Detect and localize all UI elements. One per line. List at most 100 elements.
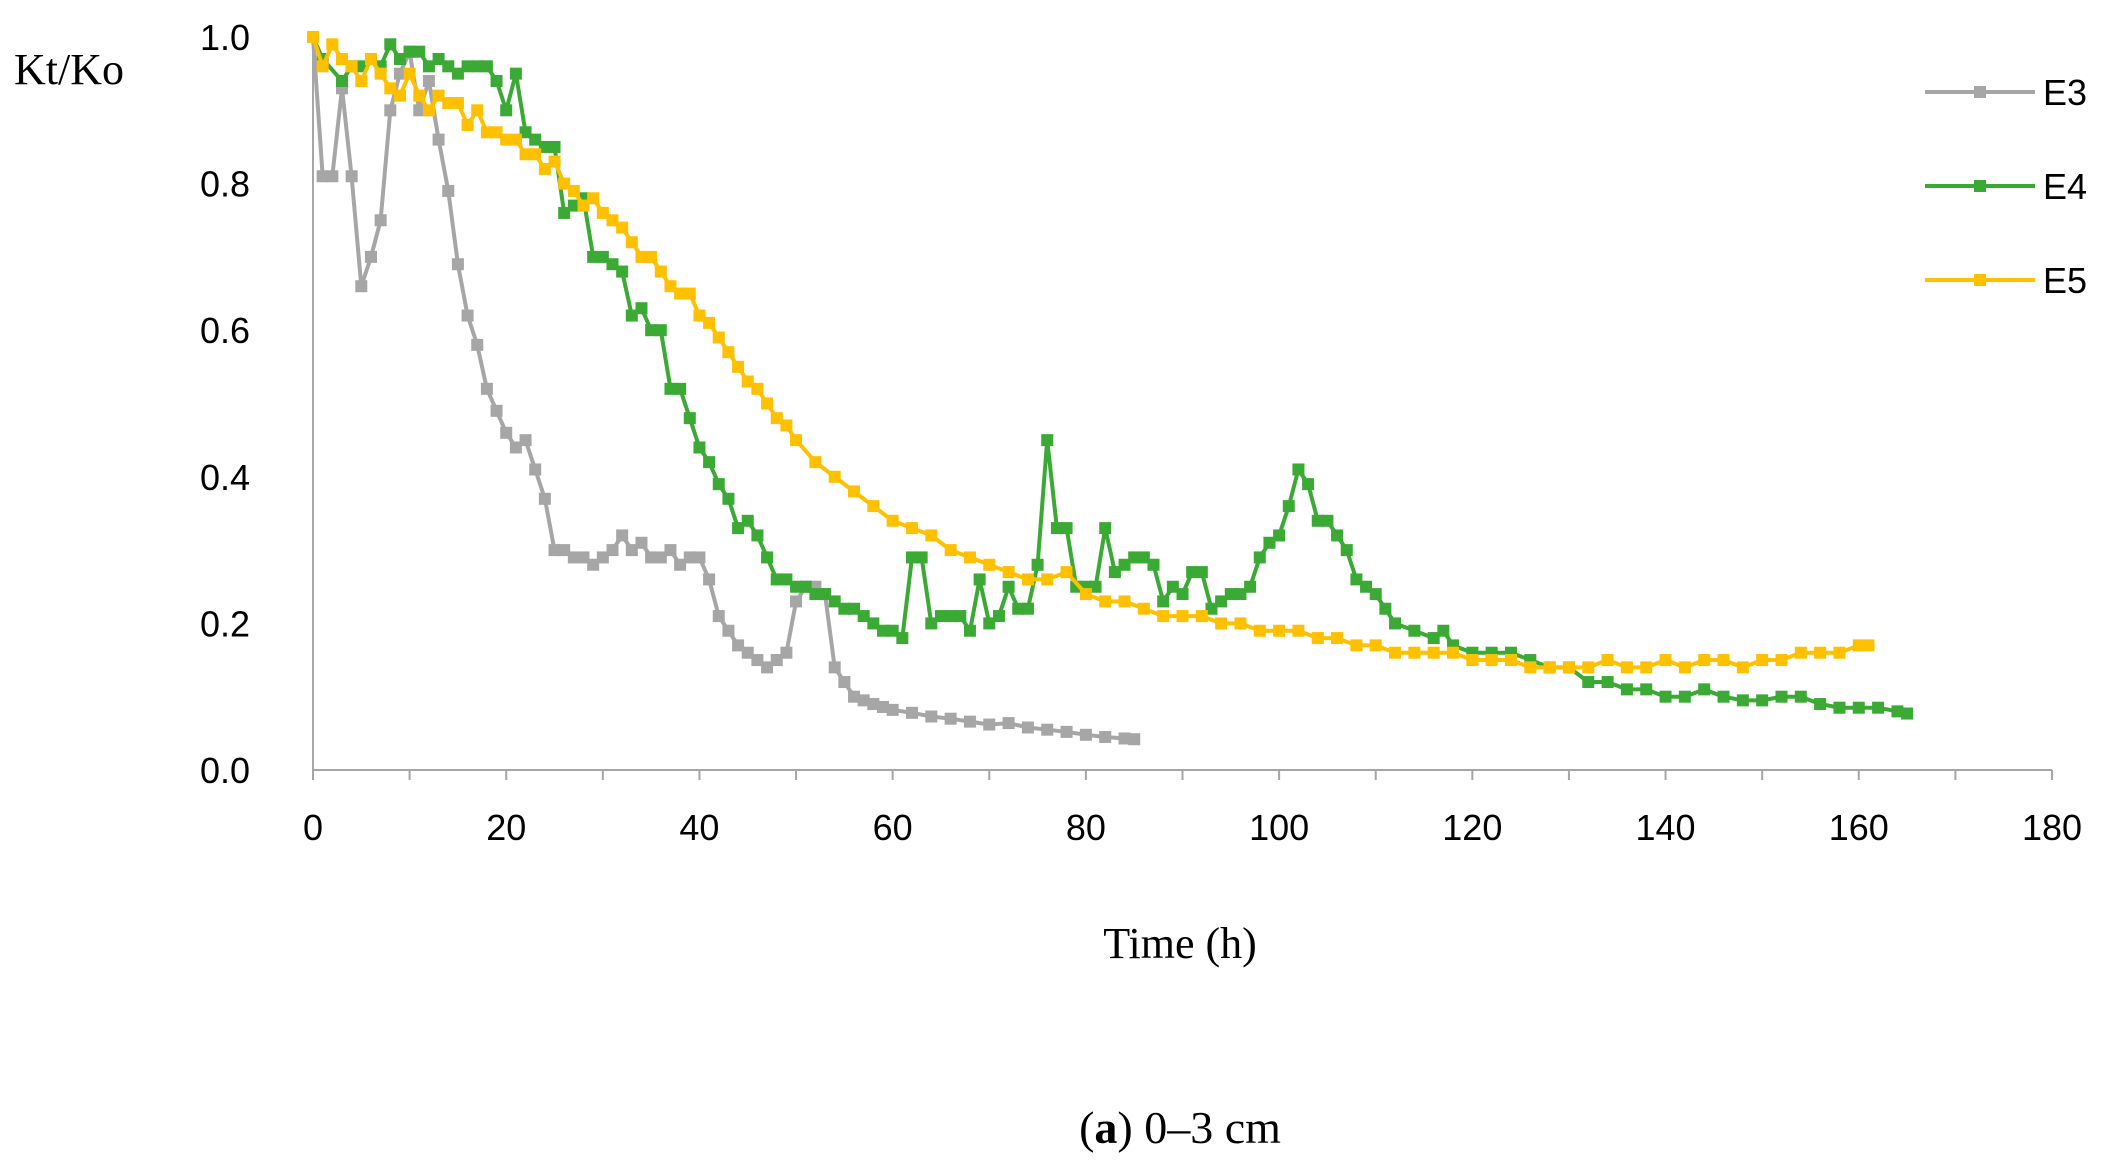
data-point: [1273, 624, 1286, 637]
data-point: [1253, 551, 1266, 564]
data-point: [867, 617, 880, 630]
data-point: [1244, 580, 1257, 593]
data-point: [654, 265, 667, 278]
data-point: [770, 412, 783, 425]
data-point: [307, 31, 319, 43]
caption: (a) 0–3 cm: [1079, 1102, 1281, 1153]
data-point: [857, 610, 870, 623]
data-point: [1852, 639, 1865, 652]
data-point: [413, 89, 426, 102]
data-point: [1601, 676, 1614, 689]
data-point: [645, 250, 658, 263]
data-point: [326, 170, 339, 183]
legend-label: E4: [2043, 166, 2087, 207]
data-point: [963, 624, 976, 637]
data-point: [1698, 683, 1711, 696]
series-line-e5: [311, 36, 1869, 670]
data-point: [577, 199, 590, 212]
data-point: [1157, 595, 1170, 608]
data-point: [596, 551, 609, 564]
data-point: [461, 60, 474, 73]
data-point: [1543, 661, 1556, 674]
x-tick-label: 140: [1636, 807, 1696, 848]
data-point: [1756, 654, 1769, 667]
data-point: [751, 654, 764, 667]
series-e5: [307, 31, 1875, 674]
data-point: [1717, 654, 1730, 667]
data-point: [1002, 580, 1015, 593]
data-point: [790, 580, 803, 593]
data-point: [1060, 725, 1073, 738]
data-point: [741, 514, 754, 527]
data-point: [1031, 558, 1044, 571]
data-point: [345, 170, 358, 183]
data-point: [1891, 705, 1904, 718]
data-point: [442, 184, 455, 197]
data-point: [944, 712, 957, 725]
data-point: [761, 661, 774, 674]
caption-rest: ) 0–3 cm: [1117, 1102, 1281, 1153]
data-point: [1234, 617, 1247, 630]
data-point: [1099, 522, 1112, 535]
data-point: [1427, 646, 1440, 659]
data-point: [509, 133, 522, 146]
data-point: [992, 610, 1005, 623]
data-point: [809, 456, 822, 469]
data-point: [1901, 707, 1914, 720]
data-point: [403, 45, 416, 58]
data-point: [780, 419, 793, 432]
data-point: [461, 309, 474, 322]
data-point: [413, 45, 426, 58]
data-point: [1756, 694, 1769, 707]
data-point: [567, 184, 580, 197]
data-point: [1302, 478, 1315, 491]
data-point: [538, 492, 551, 505]
data-point: [442, 60, 455, 73]
data-point: [635, 250, 648, 263]
data-point: [828, 661, 841, 674]
data-point: [1331, 632, 1344, 645]
data-point: [674, 287, 687, 300]
data-point: [1582, 676, 1595, 689]
data-point: [1862, 639, 1875, 652]
data-point: [519, 126, 532, 139]
data-point: [587, 192, 600, 205]
data-point: [1640, 683, 1653, 696]
data-point: [1128, 733, 1141, 746]
data-point: [1350, 639, 1363, 652]
data-point: [790, 434, 803, 447]
data-point: [1166, 580, 1179, 593]
data-point: [722, 624, 735, 637]
data-point: [529, 463, 542, 476]
data-point: [703, 456, 716, 469]
data-point: [741, 375, 754, 388]
data-point: [1147, 558, 1160, 571]
data-point: [1137, 551, 1150, 564]
data-point: [963, 715, 976, 728]
data-point: [1079, 588, 1092, 601]
data-point: [471, 338, 484, 351]
data-point: [983, 718, 996, 731]
data-point: [799, 580, 812, 593]
data-point: [905, 706, 918, 719]
data-point: [635, 302, 648, 315]
data-point: [480, 126, 493, 139]
data-point: [1108, 566, 1121, 579]
data-point: [471, 104, 484, 117]
data-point: [384, 38, 397, 51]
data-point: [1379, 602, 1392, 615]
y-tick-label: 1.0: [200, 17, 250, 58]
data-point: [1041, 723, 1054, 736]
x-tick-label: 80: [1066, 807, 1106, 848]
data-point: [877, 624, 890, 637]
data-point: [886, 514, 899, 527]
data-point: [1002, 717, 1015, 730]
data-point: [384, 104, 397, 117]
data-point: [471, 60, 484, 73]
data-point: [316, 60, 329, 73]
data-point: [1021, 573, 1034, 586]
legend-swatch-marker: [1974, 180, 1986, 192]
data-point: [1389, 646, 1402, 659]
data-point: [703, 316, 716, 329]
legend-item-e3: E3: [1925, 72, 2087, 113]
